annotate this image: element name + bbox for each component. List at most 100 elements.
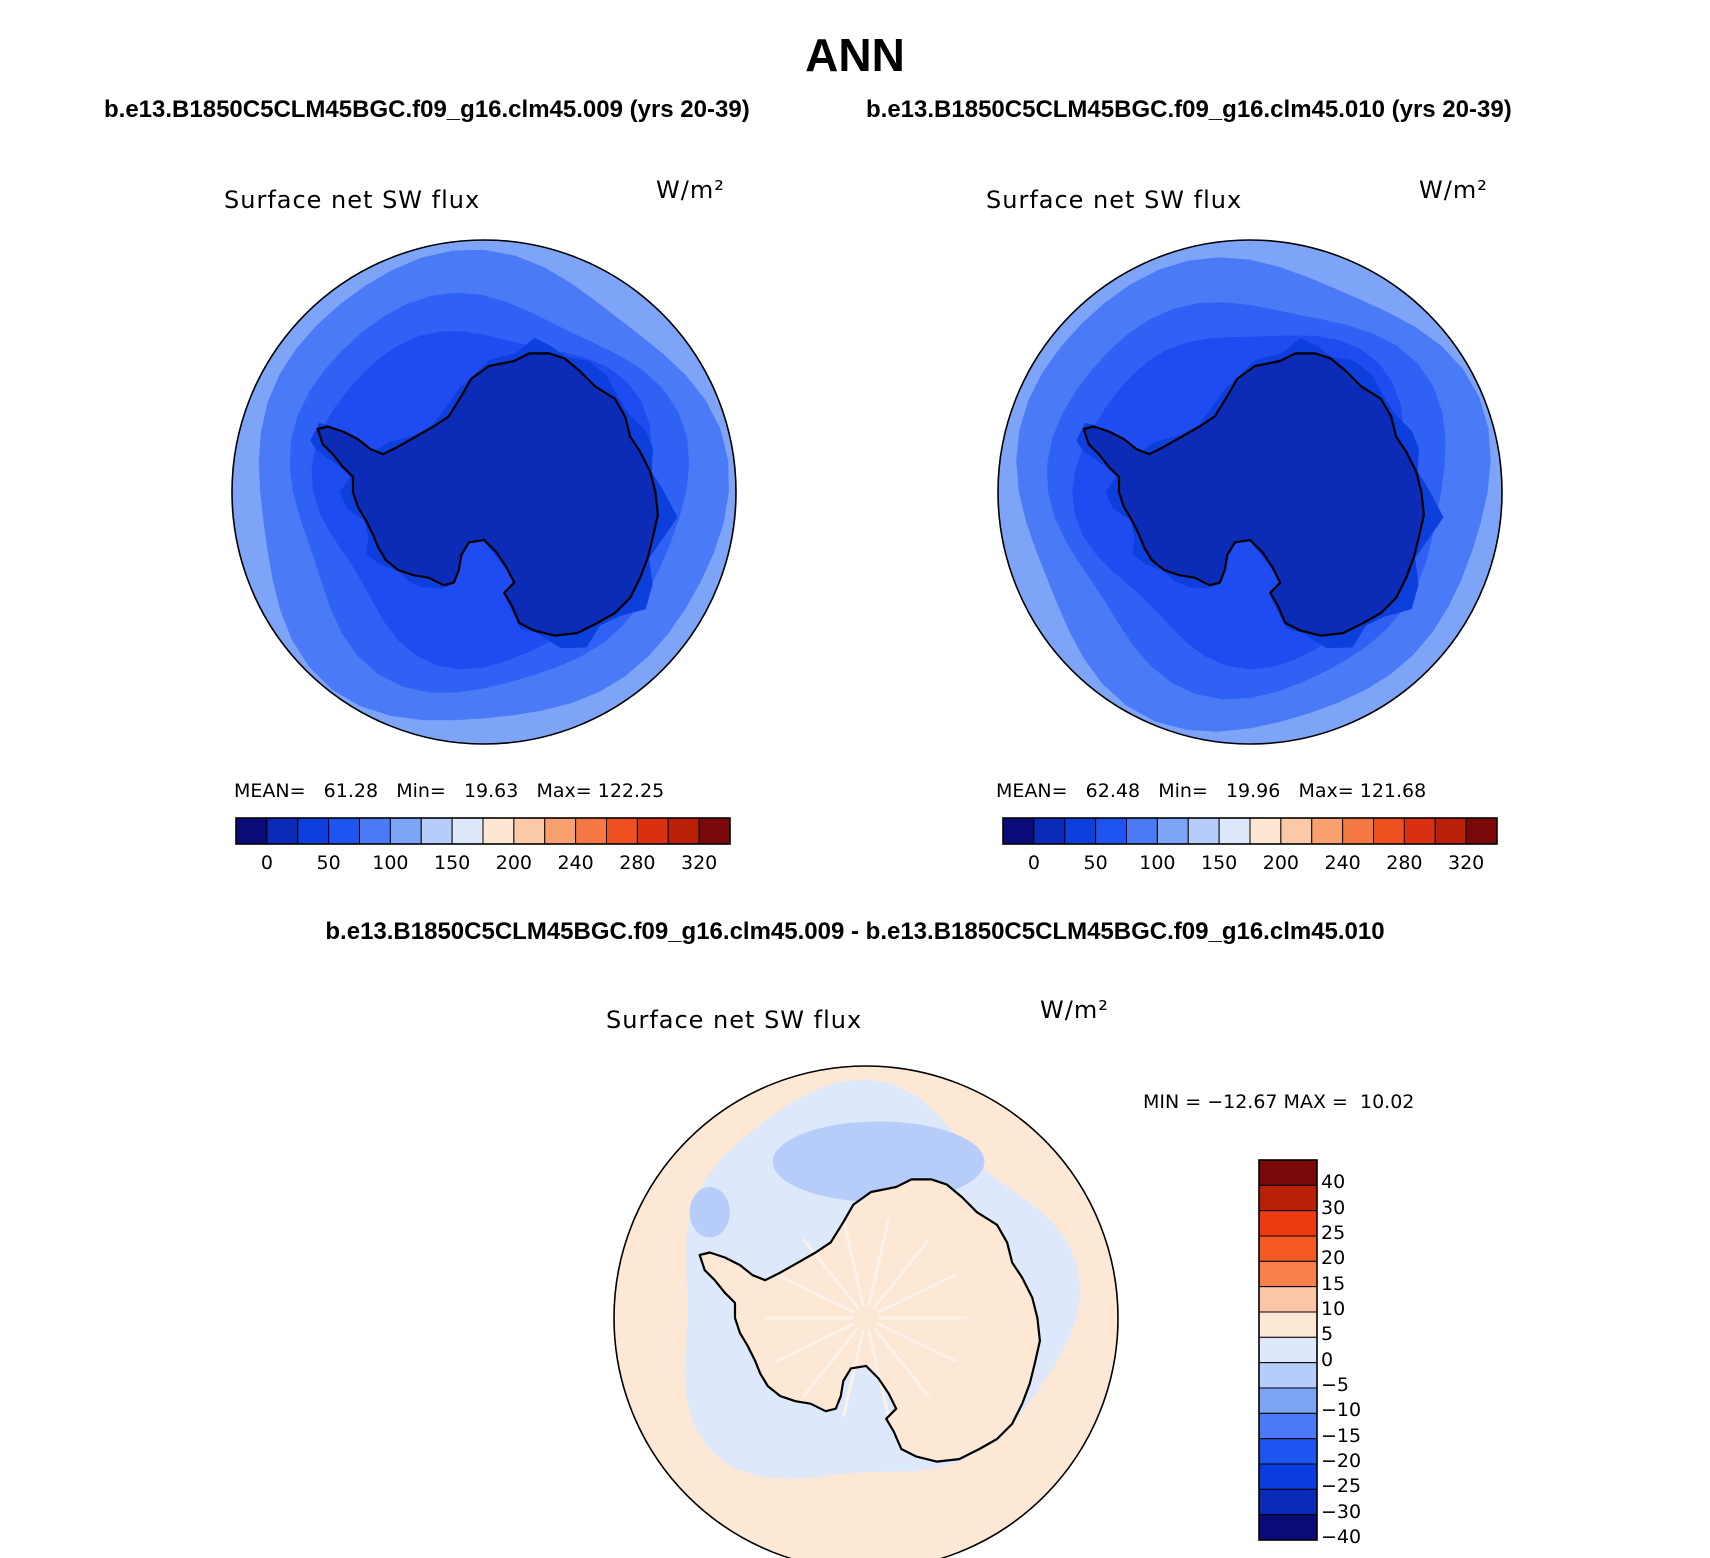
- map3-group: [613, 1065, 1119, 1558]
- colorbar2-segment: [1311, 817, 1344, 845]
- panel2-max-value: 121.68: [1359, 780, 1427, 802]
- colorbar2-tick-label: 150: [1200, 852, 1238, 874]
- map3-land-streak: [801, 1326, 860, 1398]
- map1-coastline: [316, 352, 659, 637]
- colorbar3-segment: [1258, 1438, 1318, 1465]
- panel3-minmax: MIN = −12.67 MAX = 10.02: [1143, 1091, 1415, 1113]
- colorbar3-segment: [1258, 1336, 1318, 1364]
- colorbar3-segment: [1258, 1463, 1318, 1490]
- colorbar1-segment: [575, 817, 607, 845]
- colorbar2-segment: [1156, 817, 1189, 845]
- colorbar1-frame: [235, 817, 731, 845]
- colorbar1-segment: [297, 817, 330, 845]
- map3-land-streak: [867, 1219, 890, 1307]
- panel2-mean-label: MEAN=: [996, 780, 1068, 802]
- colorbar2-tick-label: 240: [1324, 852, 1361, 874]
- colorbar1-segment: [667, 817, 700, 845]
- right-run-title: b.e13.B1850C5CLM45BGC.f09_g16.clm45.010 …: [866, 96, 1512, 123]
- colorbar2-segment: [1249, 817, 1282, 845]
- colorbar2-segment: [1218, 817, 1251, 845]
- panel1-min-label: Min=: [396, 780, 446, 802]
- colorbar3-tick-label: 30: [1321, 1196, 1346, 1219]
- map3-antarctica-fill: [699, 1179, 1040, 1462]
- colorbar2-tick-label: 100: [1139, 852, 1176, 874]
- colorbar3-tick-label: 25: [1321, 1222, 1346, 1244]
- map3-land-streak: [774, 1272, 856, 1314]
- colorbar1-tick-label: 50: [316, 852, 341, 874]
- colorbar3-frame: [1258, 1159, 1318, 1541]
- colorbar2-segment: [1033, 817, 1066, 845]
- map2-coastline: [1082, 352, 1425, 637]
- colorbar1-segment: [451, 817, 484, 845]
- map1-group: [231, 239, 737, 745]
- panel2-stats: MEAN= 62.48 Min= 19.96 Max= 121.68: [996, 780, 1426, 802]
- colorbar1-tick-label: 0: [260, 852, 273, 874]
- panel2-variable-label: Surface net SW flux: [986, 186, 1243, 214]
- colorbar3-tick-label: 40: [1321, 1171, 1346, 1194]
- map3-land-streak: [872, 1238, 931, 1310]
- map3-land-streak: [842, 1329, 865, 1417]
- colorbar1-segment: [636, 817, 669, 845]
- colorbar3-tick-label: −25: [1321, 1475, 1362, 1498]
- colorbar2-segment: [1126, 817, 1158, 845]
- map1-antarctica-fill: [317, 353, 658, 636]
- colorbar2-tick-label: 0: [1027, 852, 1040, 874]
- colorbar3-tick-label: 20: [1321, 1247, 1346, 1270]
- panel2-min-label: Min=: [1158, 780, 1208, 802]
- map1-boundary: [231, 239, 737, 745]
- map2-antarctica-fill: [1083, 353, 1424, 636]
- colorbar3-segment: [1258, 1210, 1318, 1237]
- panel1-units-label: W/m²: [656, 176, 725, 204]
- colorbar3-segment: [1258, 1260, 1318, 1288]
- colorbar1-segment: [420, 817, 453, 845]
- colorbar2-segment: [1403, 817, 1436, 845]
- difference-title: b.e13.B1850C5CLM45BGC.f09_g16.clm45.009 …: [325, 918, 1385, 945]
- colorbar1-segment: [698, 817, 731, 845]
- colorbar3-tick-label: −30: [1321, 1500, 1362, 1523]
- panel1-variable-label: Surface net SW flux: [224, 186, 481, 214]
- colorbar3-tick-label: −15: [1321, 1424, 1362, 1447]
- colorbar1-tick-label: 100: [372, 852, 409, 874]
- map3-land-streak: [774, 1322, 856, 1364]
- map3-negative-patch-2: [689, 1186, 730, 1238]
- colorbar3-tick-label: 10: [1321, 1298, 1346, 1320]
- colorbar3-segment: [1258, 1412, 1318, 1440]
- colorbar1-tick-label: 240: [557, 852, 594, 874]
- map3-land-streak: [867, 1329, 890, 1417]
- colorbar1-segment: [482, 817, 515, 845]
- colorbar3-tick-label: 5: [1321, 1323, 1334, 1346]
- panel3-variable-label: Surface net SW flux: [606, 1006, 863, 1034]
- colorbar3-segment: [1258, 1159, 1318, 1186]
- colorbar2-segment: [1095, 817, 1127, 845]
- colorbar2-segment: [1187, 817, 1220, 845]
- panel1-max-label: Max=: [536, 780, 592, 802]
- colorbar3-segment: [1258, 1311, 1318, 1338]
- left-run-title: b.e13.B1850C5CLM45BGC.f09_g16.clm45.009 …: [104, 96, 750, 123]
- map2-group: [997, 239, 1503, 745]
- panel1-min-value: 19.63: [463, 780, 519, 802]
- colorbar3-segment: [1258, 1286, 1318, 1313]
- map2-boundary: [997, 239, 1503, 745]
- colorbar1-segment: [266, 817, 299, 845]
- colorbar1-tick-label: 200: [495, 852, 532, 874]
- colorbar1-tick-label: 280: [619, 852, 656, 874]
- colorbar1-segment: [513, 817, 546, 845]
- colorbar1-tick-label: 150: [433, 852, 471, 874]
- colorbar1-tick-label: 320: [680, 852, 718, 874]
- colorbar2-tick-label: 280: [1386, 852, 1423, 874]
- colorbar1-segment: [389, 817, 422, 845]
- figure-title: ANN: [805, 29, 905, 81]
- colorbar2-segment: [1064, 817, 1097, 845]
- panel1-max-value: 122.25: [597, 780, 665, 802]
- map3-land-streak: [801, 1238, 860, 1310]
- colorbar3-segment: [1258, 1362, 1318, 1389]
- panel2-mean-value: 62.48: [1085, 780, 1141, 802]
- colorbar1-segment: [359, 817, 391, 845]
- colorbar1-segment: [606, 817, 638, 845]
- colorbar2-segment: [1342, 817, 1374, 845]
- colorbar2-tick-label: 320: [1447, 852, 1485, 874]
- map3-land-streak: [876, 1272, 958, 1314]
- colorbar3-tick-label: −20: [1321, 1450, 1362, 1472]
- panel3-units-label: W/m²: [1040, 996, 1109, 1024]
